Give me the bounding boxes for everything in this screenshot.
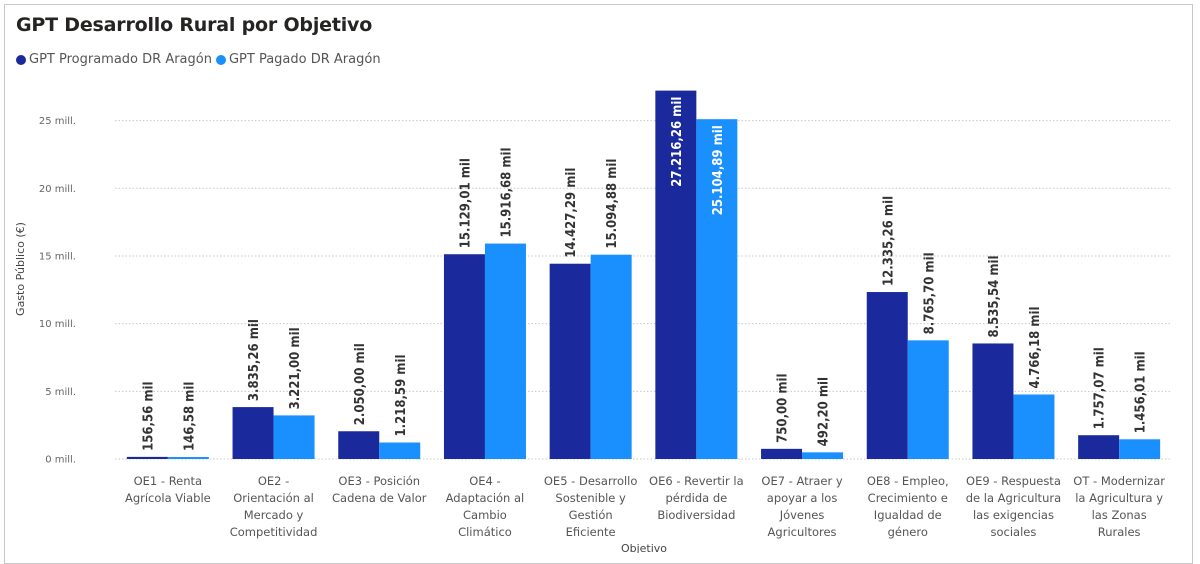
bar	[972, 343, 1014, 459]
data-label: 492,20 mil	[817, 377, 832, 446]
bar	[484, 243, 526, 459]
bar	[1013, 394, 1055, 459]
y-tick-label: 25 mill.	[39, 116, 76, 127]
x-tick-label: OE2 -Orientación al Mercado y Competitivid…	[230, 474, 318, 539]
data-label: 1.218,59 mil	[394, 355, 409, 437]
bar	[443, 254, 485, 459]
bar	[696, 119, 738, 459]
data-label: 2.050,00 mil	[353, 343, 368, 425]
x-tick-label: OE8 - Empleo, Crecimiento e Igualdad de gén…	[867, 474, 949, 539]
bar	[590, 254, 632, 459]
data-label: 25.104,89 mil	[711, 125, 726, 215]
bar	[761, 448, 803, 459]
bar	[549, 263, 591, 459]
data-label: 3.835,26 mil	[247, 319, 262, 401]
data-label: 15.129,01 mil	[458, 158, 473, 248]
y-tick-label: 10 mill.	[39, 319, 76, 330]
y-tick-label: 5 mill.	[45, 387, 76, 398]
bar	[1119, 439, 1161, 459]
data-label: 146,58 mil	[182, 382, 197, 451]
data-label: 1.757,07 mil	[1093, 347, 1108, 429]
bar	[273, 415, 315, 459]
bar	[167, 457, 209, 459]
bar	[232, 407, 274, 459]
bar	[802, 452, 844, 459]
x-tick-label: OE7 - Atraer y apoyar a los Jóvenes Agricul…	[761, 474, 843, 539]
data-label: 14.427,29 mil	[564, 168, 579, 258]
data-label: 3.221,00 mil	[288, 327, 303, 409]
data-label: 15.094,88 mil	[605, 159, 620, 249]
legend-marker-programado	[16, 54, 26, 65]
x-tick-label: OE6 - Revertir la pérdida de Biodiversidad	[649, 474, 744, 522]
legend-marker-pagado	[215, 54, 226, 65]
data-label: 8.765,70 mil	[922, 252, 937, 334]
y-axis-title: Gasto Público (€)	[14, 222, 27, 316]
data-label: 12.335,26 mil	[881, 196, 896, 286]
chart-title: GPT Desarrollo Rural por Objetivo	[16, 14, 373, 36]
bar	[1078, 435, 1120, 459]
legend-label-programado: GPT Programado DR Aragón	[29, 52, 212, 67]
bar	[379, 442, 421, 459]
bar	[655, 90, 697, 459]
data-label: 15.916,68 mil	[499, 147, 514, 237]
x-tick-label: OT - Modernizar la Agricultura y las Zonas…	[1073, 474, 1165, 539]
x-tick-label: OE9 - Respuesta de la Agricultura las exig…	[966, 474, 1061, 539]
x-tick-label: OE1 - Renta Agrícola Viable	[125, 474, 211, 505]
y-tick-label: 15 mill.	[39, 251, 76, 262]
data-label: 4.766,18 mil	[1028, 307, 1043, 389]
x-tick-label: OE4 -Adaptación al Cambio Climático	[446, 474, 525, 539]
bar	[126, 456, 168, 459]
x-axis-title: Objetivo	[621, 542, 667, 553]
chart-legend: GPT Programado DR Aragón GPT Pagado DR A…	[16, 52, 385, 67]
data-label: 750,00 mil	[776, 373, 791, 442]
y-tick-label: 20 mill.	[39, 184, 76, 195]
bar	[907, 340, 949, 459]
x-tick-label: OE3 - Posición Cadena de Valor	[332, 474, 427, 505]
data-label: 27.216,26 mil	[670, 97, 685, 187]
x-tick-label: OE5 - Desarrollo Sostenible y Gestión Efici…	[544, 474, 638, 539]
legend-item-programado[interactable]: GPT Programado DR Aragón	[16, 52, 212, 67]
bar	[866, 292, 908, 459]
data-label: 8.535,54 mil	[987, 255, 1002, 337]
legend-label-pagado: GPT Pagado DR Aragón	[228, 52, 381, 67]
data-label: 1.456,01 mil	[1134, 351, 1149, 433]
bar	[338, 431, 380, 459]
data-label: 156,56 mil	[141, 381, 156, 450]
legend-item-pagado[interactable]: GPT Pagado DR Aragón	[215, 52, 381, 67]
y-tick-label: 0 mill.	[45, 455, 76, 466]
